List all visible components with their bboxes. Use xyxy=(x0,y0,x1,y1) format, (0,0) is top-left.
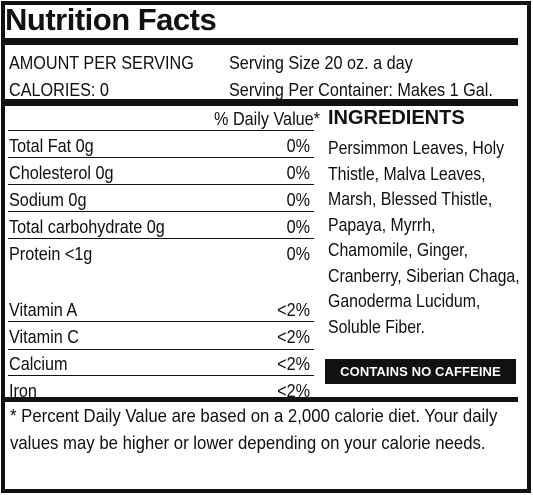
nutrient-name: Protein <1g xyxy=(9,244,93,264)
label-title: Nutrition Facts xyxy=(5,2,217,37)
nutrient-value: 0% xyxy=(286,163,310,183)
nutrient-value: 0% xyxy=(286,136,310,156)
ingredients-heading: INGREDIENTS xyxy=(328,107,465,129)
middle-thick-rule xyxy=(5,99,518,106)
nutrient-name: Total Fat 0g xyxy=(9,136,94,156)
serving-size: Serving Size 20 oz. a day xyxy=(229,53,413,73)
amount-per-serving: AMOUNT PER SERVING xyxy=(9,53,194,73)
vitamin-value: <2% xyxy=(277,327,310,347)
row-divider xyxy=(8,321,314,322)
vitamin-name: Iron xyxy=(9,381,37,401)
bottom-thick-rule xyxy=(5,397,518,402)
nutrient-value: 0% xyxy=(286,190,310,210)
nutrient-value: 0% xyxy=(286,244,310,264)
no-caffeine-badge: CONTAINS NO CAFFEINE xyxy=(325,359,516,384)
vitamin-name: Calcium xyxy=(9,354,68,374)
row-divider xyxy=(8,211,314,212)
daily-value-header: % Daily Value* xyxy=(214,109,320,129)
ingredients-text: Persimmon Leaves, Holy Thistle, Malva Le… xyxy=(328,138,520,337)
nutrient-name: Sodium 0g xyxy=(9,190,87,210)
row-divider xyxy=(8,157,314,158)
row-divider xyxy=(8,375,314,376)
vitamin-value: <2% xyxy=(277,300,310,320)
row-divider xyxy=(8,349,314,350)
vitamin-value: <2% xyxy=(277,381,310,401)
row-divider xyxy=(8,130,314,131)
vitamin-value: <2% xyxy=(277,354,310,374)
vitamin-name: Vitamin C xyxy=(9,327,79,347)
nutrient-name: Cholesterol 0g xyxy=(9,163,114,183)
calories: CALORIES: 0 xyxy=(9,80,109,100)
row-divider xyxy=(8,184,314,185)
vitamin-name: Vitamin A xyxy=(9,300,78,320)
nutrient-name: Total carbohydrate 0g xyxy=(9,217,165,237)
footnote: * Percent Daily Value are based on a 2,0… xyxy=(10,406,498,453)
servings-per-container: Serving Per Container: Makes 1 Gal. xyxy=(229,80,493,100)
nutrient-value: 0% xyxy=(286,217,310,237)
top-thick-rule xyxy=(5,38,518,45)
row-divider xyxy=(8,238,314,239)
